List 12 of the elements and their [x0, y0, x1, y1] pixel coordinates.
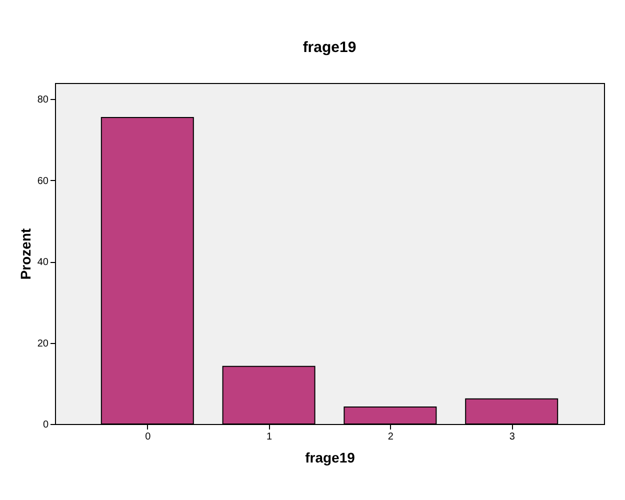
- x-tick-label: 0: [145, 432, 152, 442]
- y-tick-label: 80: [37, 94, 49, 106]
- x-tick-label: 2: [388, 432, 394, 442]
- y-axis-title: Prozent: [17, 228, 34, 280]
- y-tick-label: 0: [42, 420, 49, 430]
- x-tick-label: 3: [509, 432, 516, 442]
- x-axis-title: frage19: [305, 450, 356, 466]
- y-tick-label: 40: [37, 257, 49, 268]
- y-tick-label: 20: [37, 338, 49, 350]
- chart-title: frage19: [302, 39, 356, 56]
- x-tick-label: 1: [266, 432, 273, 442]
- y-tick-label: 60: [37, 176, 49, 187]
